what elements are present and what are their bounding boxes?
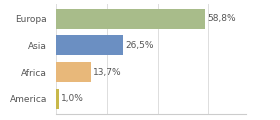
- Bar: [56, 9, 205, 29]
- Bar: [56, 35, 123, 55]
- Text: 58,8%: 58,8%: [207, 14, 236, 23]
- Text: 13,7%: 13,7%: [93, 68, 122, 77]
- Text: 1,0%: 1,0%: [60, 94, 83, 103]
- Text: 26,5%: 26,5%: [125, 41, 154, 50]
- Bar: [56, 89, 59, 109]
- Bar: [56, 62, 91, 82]
